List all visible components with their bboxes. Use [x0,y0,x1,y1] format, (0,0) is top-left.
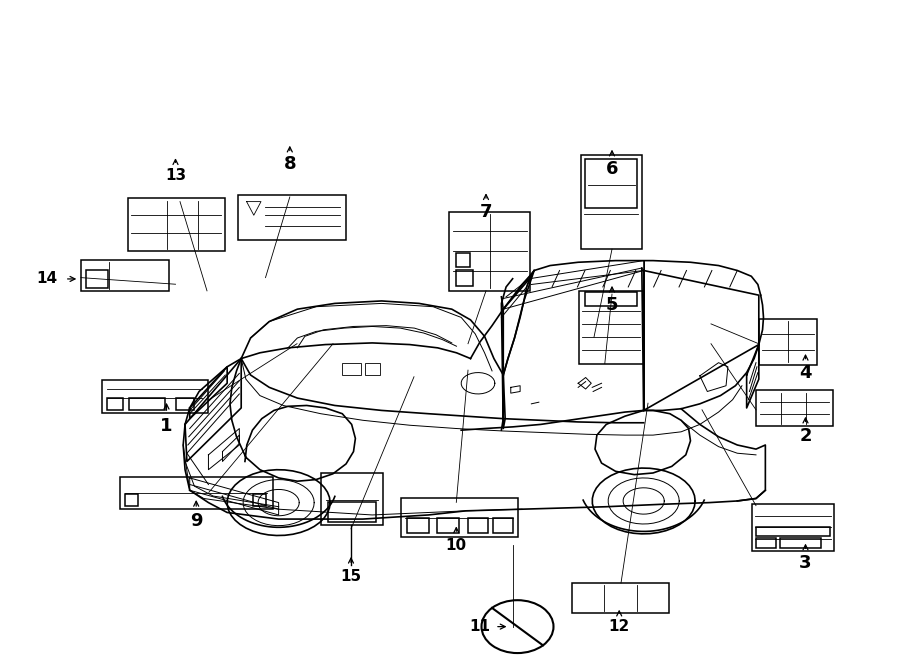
Bar [572,583,669,613]
Bar [456,270,472,286]
Text: 14: 14 [36,272,58,286]
Text: 6: 6 [606,159,618,178]
Bar [238,195,346,240]
Bar [759,319,817,365]
Bar [468,518,488,533]
Text: 8: 8 [284,155,296,173]
Bar [756,390,833,426]
Bar [756,539,776,548]
Bar [580,155,642,249]
Bar [752,504,834,551]
Text: 1: 1 [160,417,173,436]
Bar [128,198,225,251]
Bar [129,398,165,410]
Bar [493,518,513,533]
Text: 5: 5 [606,296,618,315]
Bar [176,398,194,410]
Bar [407,518,429,533]
Bar [125,494,138,506]
Bar [253,494,266,506]
Bar [321,473,382,525]
Text: 9: 9 [190,512,203,530]
Text: 7: 7 [480,202,492,221]
Bar [342,363,361,375]
Bar [328,502,376,522]
Text: 10: 10 [446,538,467,553]
Bar [102,380,208,413]
Bar [449,212,530,291]
Text: 2: 2 [799,427,812,446]
Bar [81,260,169,291]
Bar [579,291,644,364]
Text: 15: 15 [340,569,362,584]
Bar [456,253,470,267]
Bar [400,498,518,537]
Bar [107,398,123,410]
Bar [436,518,459,533]
Bar [756,527,830,536]
Text: 11: 11 [469,619,491,634]
Bar [585,159,637,208]
Bar [780,539,821,548]
Bar [120,477,273,509]
Text: 3: 3 [799,554,812,572]
Bar [86,270,108,288]
Bar [585,292,637,306]
Text: 13: 13 [165,169,186,183]
Text: 12: 12 [608,619,630,634]
Bar [364,363,380,375]
Text: 4: 4 [799,364,812,383]
